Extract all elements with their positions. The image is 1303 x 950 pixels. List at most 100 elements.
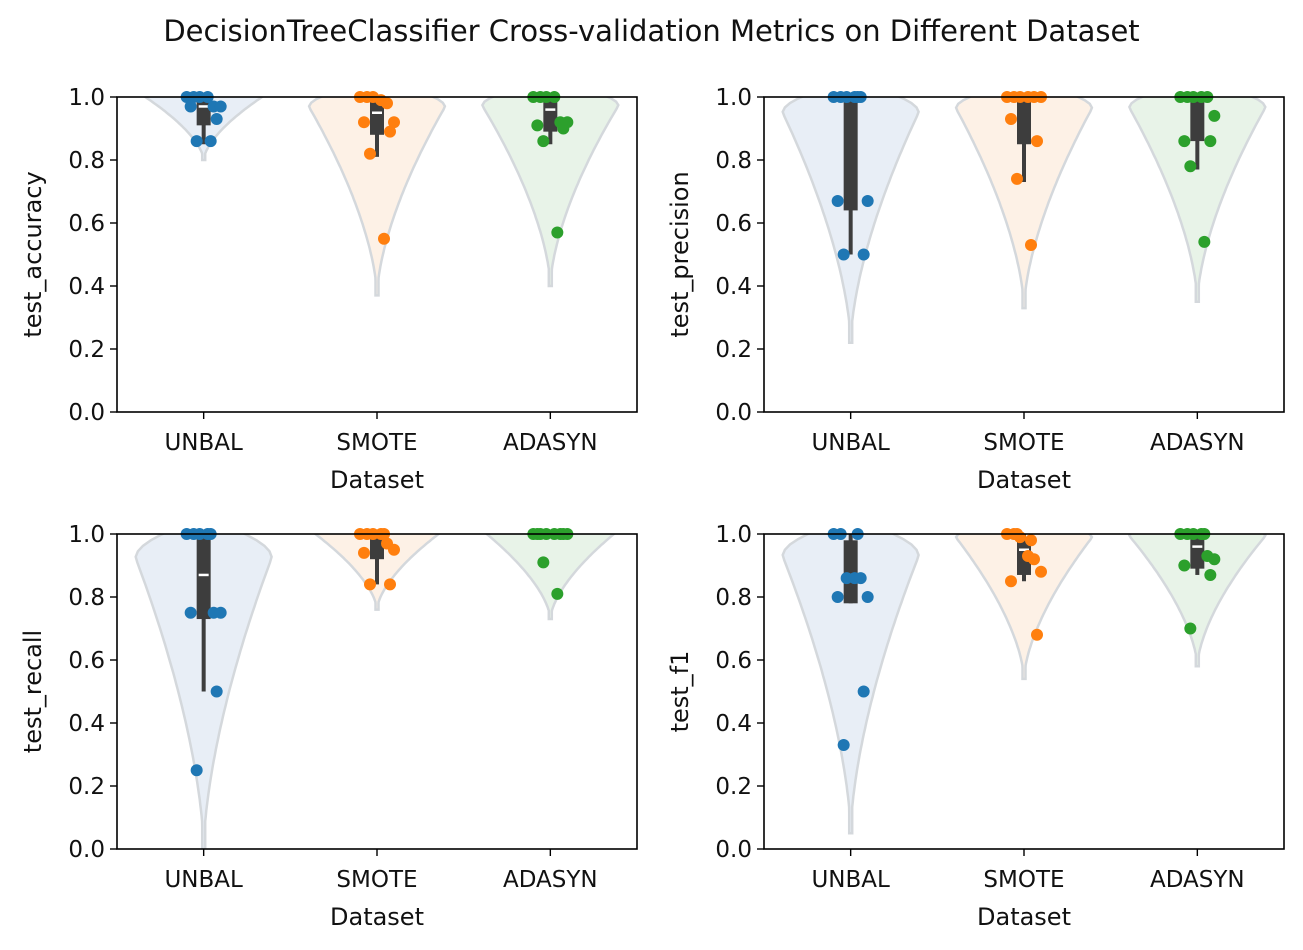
y-tick-label: 0.4: [68, 711, 105, 737]
point-smote: [1025, 239, 1037, 252]
violin-adasyn: [1127, 534, 1267, 668]
y-tick-label: 1.0: [715, 522, 752, 548]
x-tick-label: SMOTE: [336, 430, 417, 456]
x-axis-label: Dataset: [977, 903, 1071, 931]
y-tick-label: 0.4: [68, 274, 105, 300]
y-tick-label: 0.2: [68, 337, 105, 363]
point-smote: [358, 546, 370, 559]
point-smote: [364, 147, 376, 160]
point-unbal: [184, 606, 197, 619]
point-adasyn: [1178, 135, 1191, 148]
y-axis-label: test_accuracy: [19, 171, 47, 337]
violin-smote: [307, 97, 447, 297]
point-unbal: [831, 591, 844, 603]
point-adasyn: [551, 587, 564, 600]
violin-adasyn: [484, 534, 616, 621]
iqr-box-unbal: [843, 540, 858, 604]
point-smote: [1011, 172, 1023, 185]
point-unbal: [854, 572, 867, 585]
point-smote: [381, 97, 393, 110]
point-smote: [1005, 113, 1017, 126]
y-tick-label: 0.8: [715, 148, 752, 174]
point-unbal: [204, 135, 217, 148]
point-adasyn: [537, 556, 550, 569]
x-tick-label: UNBAL: [811, 867, 890, 893]
y-tick-label: 0.2: [715, 337, 752, 363]
point-unbal: [214, 100, 227, 113]
x-axis-label: Dataset: [330, 466, 424, 494]
point-smote: [378, 232, 390, 245]
point-unbal: [857, 248, 870, 261]
point-adasyn: [551, 226, 564, 239]
violin-unbal: [781, 534, 920, 835]
violin-adasyn: [1128, 97, 1267, 304]
iqr-box-adasyn: [543, 97, 558, 132]
y-tick-label: 0.4: [715, 274, 752, 300]
point-unbal: [857, 685, 870, 698]
point-smote: [1025, 534, 1037, 547]
iqr-box-smote: [370, 534, 384, 560]
plot-area: [143, 97, 620, 297]
point-unbal: [210, 685, 223, 698]
x-axis-label: Dataset: [977, 466, 1071, 494]
y-tick-label: 1.0: [68, 522, 105, 548]
plot-area: [781, 534, 1267, 835]
point-smote: [364, 578, 376, 591]
point-unbal: [837, 739, 850, 752]
iqr-box-smote: [370, 97, 384, 135]
y-tick-label: 0.0: [68, 400, 105, 426]
y-axis-label: test_precision: [666, 171, 694, 337]
point-adasyn: [1184, 160, 1197, 173]
y-tick-label: 1.0: [715, 85, 752, 111]
iqr-box-unbal: [843, 97, 858, 211]
violin-smote: [954, 97, 1094, 310]
y-tick-label: 1.0: [68, 85, 105, 111]
y-tick-label: 0.0: [68, 837, 105, 863]
y-tick-label: 0.8: [68, 148, 105, 174]
point-smote: [388, 116, 400, 129]
point-unbal: [210, 113, 223, 126]
point-smote: [358, 116, 370, 129]
panel-test_recall: 0.0 0.2 0.4 0.6 0.8 1.0 UNBAL SMOTE ADASYN Datase…: [19, 522, 638, 931]
point-adasyn: [531, 119, 544, 132]
point-adasyn: [1208, 553, 1221, 566]
panel-test_accuracy: 0.0 0.2 0.4 0.6 0.8 1.0 UNBAL SMOTE ADASYN Datase…: [19, 85, 638, 494]
x-tick-label: ADASYN: [1150, 867, 1245, 893]
y-tick-label: 0.4: [715, 711, 752, 737]
violin-smote: [954, 534, 1094, 681]
y-axis-label: test_recall: [19, 630, 47, 753]
y-tick-label: 0.0: [715, 400, 752, 426]
y-tick-label: 0.6: [715, 648, 752, 674]
point-smote: [384, 125, 396, 138]
point-adasyn: [537, 135, 550, 148]
point-smote: [1035, 565, 1047, 578]
x-tick-label: SMOTE: [983, 430, 1064, 456]
x-tick-label: SMOTE: [983, 867, 1064, 893]
x-tick-label: UNBAL: [811, 430, 890, 456]
y-tick-label: 0.6: [715, 211, 752, 237]
point-unbal: [831, 194, 844, 207]
figure-title: DecisionTreeClassifier Cross-validation …: [163, 14, 1140, 48]
point-unbal: [861, 194, 874, 207]
x-axis-label: Dataset: [330, 903, 424, 931]
point-unbal: [837, 248, 850, 261]
point-smote: [388, 543, 400, 556]
y-tick-label: 0.2: [68, 774, 105, 800]
x-tick-label: ADASYN: [503, 430, 598, 456]
x-tick-label: UNBAL: [164, 430, 243, 456]
violin-adasyn: [480, 97, 620, 288]
iqr-box-unbal: [196, 534, 211, 620]
panel-test_precision: 0.0 0.2 0.4 0.6 0.8 1.0 UNBAL SMOTE ADASYN Datase…: [666, 85, 1285, 494]
x-tick-label: ADASYN: [503, 867, 598, 893]
point-adasyn: [1184, 622, 1197, 635]
iqr-box-smote: [1017, 97, 1031, 145]
x-tick-label: UNBAL: [164, 867, 243, 893]
y-tick-label: 0.8: [715, 585, 752, 611]
point-adasyn: [1204, 135, 1217, 148]
point-smote: [1031, 628, 1043, 641]
plot-area: [781, 97, 1267, 344]
point-unbal: [184, 100, 197, 113]
point-adasyn: [1208, 109, 1221, 122]
y-tick-label: 0.8: [68, 585, 105, 611]
